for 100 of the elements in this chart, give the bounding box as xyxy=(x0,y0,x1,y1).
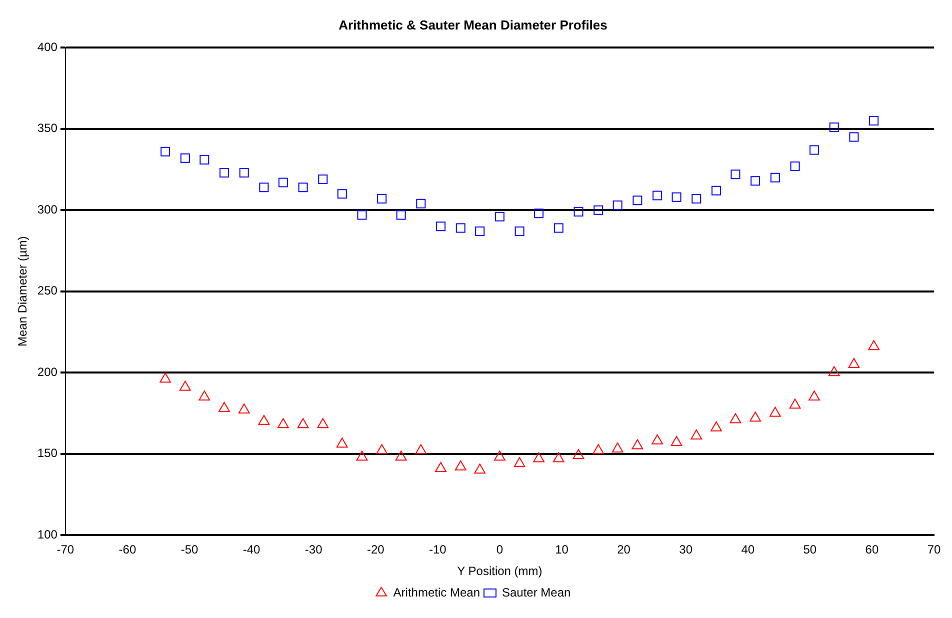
point xyxy=(632,196,642,206)
point xyxy=(377,194,387,204)
point xyxy=(494,212,504,222)
point xyxy=(258,414,270,425)
point xyxy=(868,340,880,350)
point xyxy=(475,226,485,236)
point xyxy=(632,439,644,450)
point xyxy=(612,200,622,210)
point xyxy=(828,366,840,376)
point xyxy=(829,122,839,132)
point xyxy=(849,132,859,142)
point xyxy=(750,412,762,422)
x-tick-label: -10 xyxy=(429,542,447,557)
point xyxy=(436,222,446,232)
point xyxy=(278,178,288,188)
y-tick-label: 350 xyxy=(37,121,58,136)
point xyxy=(652,434,663,444)
point xyxy=(435,462,446,472)
point xyxy=(848,358,860,368)
point xyxy=(218,402,230,412)
y-tick-label: 200 xyxy=(37,364,58,379)
point xyxy=(770,172,780,182)
y-axis-title: Mean Diameter (µm) xyxy=(16,236,30,347)
point xyxy=(494,450,506,461)
point xyxy=(769,406,781,417)
x-tick-label: -20 xyxy=(366,542,385,557)
point xyxy=(670,436,682,446)
point xyxy=(395,450,407,461)
y-tick-label: 150 xyxy=(37,446,58,460)
point xyxy=(533,452,544,462)
point xyxy=(220,168,229,178)
point xyxy=(672,192,682,202)
point xyxy=(415,444,427,454)
point xyxy=(198,390,210,401)
point xyxy=(456,223,466,233)
point xyxy=(200,155,210,164)
point xyxy=(808,390,820,401)
point xyxy=(690,430,702,440)
x-tick-label: -70 xyxy=(56,542,74,557)
x-tick-label: 40 xyxy=(741,542,755,557)
y-tick-label: 250 xyxy=(37,284,58,298)
x-tick-label: 20 xyxy=(617,542,631,557)
point xyxy=(277,418,289,428)
point xyxy=(514,457,526,468)
point xyxy=(711,186,721,196)
point xyxy=(317,418,329,428)
point xyxy=(416,198,426,208)
y-tick-label: 300 xyxy=(37,202,58,216)
point xyxy=(869,116,879,126)
point xyxy=(534,208,544,218)
point xyxy=(750,176,760,186)
point xyxy=(318,174,328,184)
x-axis-title: Y Position (mm) xyxy=(457,564,542,578)
point xyxy=(179,380,191,391)
point xyxy=(259,182,269,192)
point xyxy=(336,438,348,448)
point xyxy=(474,464,486,474)
x-tick-label: 70 xyxy=(927,542,941,557)
x-tick-label: -60 xyxy=(118,542,136,557)
point xyxy=(239,168,249,178)
point xyxy=(376,444,388,454)
chart-title: Arithmetic & Sauter Mean Diameter Profiles xyxy=(338,17,608,32)
legend-label: Sauter Mean xyxy=(502,585,571,600)
y-tick-label: 400 xyxy=(37,40,58,54)
point xyxy=(652,190,662,200)
point xyxy=(180,153,190,163)
point xyxy=(612,442,624,453)
point xyxy=(790,162,800,171)
x-tick-label: 60 xyxy=(865,542,879,557)
point xyxy=(297,418,309,428)
point xyxy=(730,413,742,424)
x-tick-label: 10 xyxy=(555,542,569,557)
point xyxy=(357,210,367,220)
point xyxy=(789,398,801,409)
point xyxy=(594,205,604,215)
point xyxy=(552,452,564,462)
point xyxy=(554,223,564,233)
point xyxy=(514,226,524,236)
point xyxy=(356,450,368,461)
x-tick-label: 0 xyxy=(496,542,504,557)
y-tick-label: 100 xyxy=(37,528,58,542)
x-tick-label: 30 xyxy=(679,542,693,557)
point xyxy=(574,207,584,216)
point xyxy=(572,449,584,460)
point xyxy=(454,460,466,470)
x-tick-label: 50 xyxy=(803,542,817,557)
x-tick-label: -40 xyxy=(242,542,261,557)
x-tick-label: -50 xyxy=(180,542,198,557)
point xyxy=(592,444,604,454)
point xyxy=(396,210,406,220)
point xyxy=(710,421,722,432)
point xyxy=(730,170,740,180)
point xyxy=(238,404,250,414)
point xyxy=(160,146,170,156)
legend-label: Arithmetic Mean xyxy=(393,585,480,600)
point xyxy=(160,372,172,383)
x-tick-label: -30 xyxy=(304,542,323,557)
point xyxy=(810,145,820,155)
point xyxy=(692,194,702,204)
point xyxy=(337,189,347,199)
